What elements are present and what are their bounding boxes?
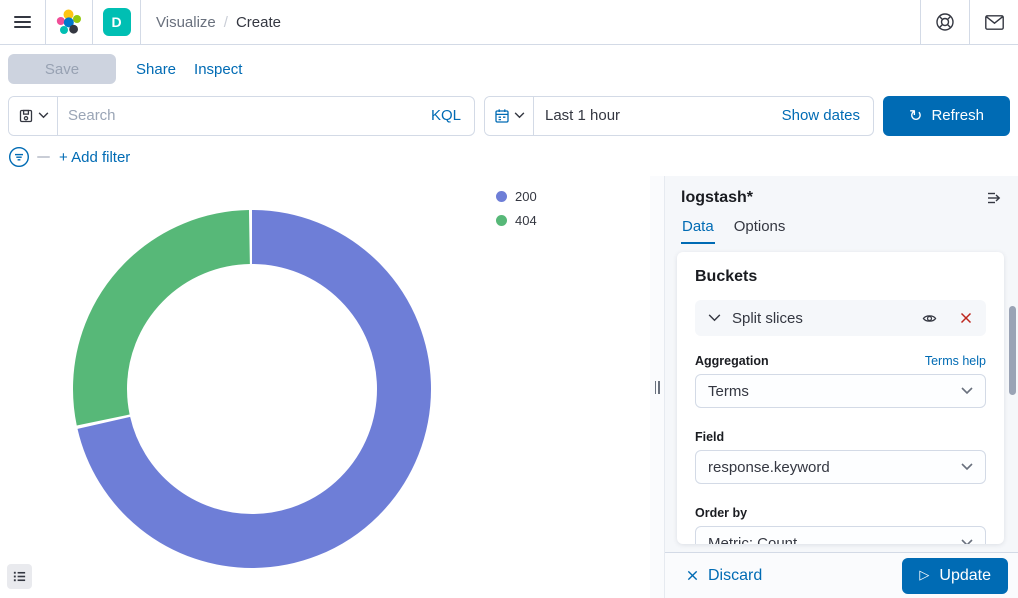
query-language-button[interactable]: KQL xyxy=(430,107,461,124)
order-by-label-row: Order by xyxy=(695,506,986,520)
grip-icon xyxy=(654,380,660,394)
date-quick-menu-button[interactable] xyxy=(485,96,534,135)
hamburger-icon xyxy=(14,16,31,28)
top-navbar: D Visualize / Create xyxy=(0,0,1018,45)
query-bar: KQL Last 1 hour Show dates xyxy=(0,93,1018,138)
aggregation-label-row: Aggregation Terms help xyxy=(695,354,986,368)
chevron-down-icon xyxy=(961,463,973,471)
chevron-down-icon xyxy=(38,112,48,119)
breadcrumb: Visualize / Create xyxy=(141,0,920,44)
menu-button[interactable] xyxy=(0,0,46,44)
space-badge[interactable]: D xyxy=(102,8,131,36)
field-select[interactable]: response.keyword xyxy=(695,450,986,484)
eye-icon xyxy=(922,314,937,322)
share-button[interactable]: Share xyxy=(136,60,177,78)
buckets-panel: Buckets Split slices xyxy=(677,252,1004,544)
refresh-label: Refresh xyxy=(931,107,984,124)
visualization-chart-area: 200 404 xyxy=(0,176,650,598)
donut-slice-2[interactable] xyxy=(73,210,431,568)
aggregation-select[interactable]: Terms xyxy=(695,374,986,408)
sidebar-tabs: Data Options xyxy=(665,218,1018,244)
filter-bar: + Add filter xyxy=(0,138,1018,176)
remove-x-icon xyxy=(960,312,972,324)
saved-query-menu-button[interactable] xyxy=(9,96,58,135)
search-input[interactable] xyxy=(58,96,431,135)
sidebar-footer: Discard ▷ Update xyxy=(665,552,1018,598)
breadcrumb-visualize[interactable]: Visualize xyxy=(156,13,216,31)
legend-label-404: 404 xyxy=(515,213,537,228)
chevron-down-icon xyxy=(708,314,721,322)
refresh-button[interactable]: ↻ Refresh xyxy=(883,95,1010,136)
donut-slice-1[interactable] xyxy=(73,210,431,568)
filter-options-icon[interactable] xyxy=(8,146,30,168)
search-control-group: KQL xyxy=(8,95,475,136)
close-icon xyxy=(687,570,698,581)
vis-editor-sidebar: logstash* Data Options Buckets xyxy=(664,176,1018,598)
sidebar-header: logstash* xyxy=(665,176,1018,207)
order-by-label: Order by xyxy=(695,506,748,520)
elastic-logo-icon xyxy=(56,9,81,34)
field-value: response.keyword xyxy=(708,458,830,476)
legend-item-404[interactable]: 404 xyxy=(496,213,537,228)
update-button[interactable]: ▷ Update xyxy=(902,557,1008,594)
breadcrumb-separator: / xyxy=(223,13,228,31)
show-dates-button[interactable]: Show dates xyxy=(781,107,860,124)
panel-resize-handle[interactable] xyxy=(650,176,664,598)
tab-options[interactable]: Options xyxy=(733,218,786,235)
discard-label: Discard xyxy=(708,566,763,584)
legend-label-200: 200 xyxy=(515,189,537,204)
time-range-value[interactable]: Last 1 hour xyxy=(545,107,621,124)
newsfeed-button[interactable] xyxy=(969,0,1018,44)
save-query-icon xyxy=(19,109,32,122)
legend-toggle-button[interactable] xyxy=(7,564,32,589)
breadcrumb-create: Create xyxy=(235,13,281,31)
chevron-down-icon xyxy=(961,539,973,544)
index-pattern-title: logstash* xyxy=(681,189,754,206)
panel-scrollbar-thumb[interactable] xyxy=(1009,306,1016,395)
aggregation-label: Aggregation xyxy=(695,354,769,368)
save-button[interactable]: Save xyxy=(8,54,116,84)
help-lifebuoy-icon xyxy=(936,13,954,31)
chart-legend: 200 404 xyxy=(496,189,537,228)
split-slices-accordion: Split slices xyxy=(695,300,986,336)
field-label-row: Field xyxy=(695,430,986,444)
mail-icon xyxy=(984,14,1004,30)
inspect-button[interactable]: Inspect xyxy=(194,60,243,78)
discard-button[interactable]: Discard xyxy=(686,567,762,585)
toggle-visibility-button[interactable] xyxy=(921,311,938,326)
tab-data[interactable]: Data xyxy=(681,218,715,244)
remove-bucket-button[interactable] xyxy=(959,311,973,325)
bucket-title: Split slices xyxy=(732,309,803,327)
calendar-icon xyxy=(494,108,509,123)
collapse-right-icon xyxy=(988,192,1001,204)
legend-item-200[interactable]: 200 xyxy=(496,189,537,204)
space-switcher: D xyxy=(93,0,141,44)
update-label: Update xyxy=(939,566,991,584)
collapse-sidebar-button[interactable] xyxy=(986,190,1002,206)
chevron-down-icon xyxy=(961,387,973,395)
accordion-toggle[interactable] xyxy=(708,314,721,322)
main-content: 200 404 xyxy=(0,176,1018,598)
play-icon: ▷ xyxy=(919,568,930,583)
date-picker-group: Last 1 hour Show dates xyxy=(484,95,874,136)
help-button[interactable] xyxy=(920,0,969,44)
legend-dot-404 xyxy=(496,215,507,226)
refresh-icon: ↻ xyxy=(909,105,923,125)
terms-help-link[interactable]: Terms help xyxy=(924,354,986,368)
order-by-select[interactable]: Metric: Count xyxy=(695,526,986,544)
buckets-section-title: Buckets xyxy=(695,268,758,285)
field-label: Field xyxy=(695,430,725,444)
order-by-value: Metric: Count xyxy=(708,534,798,545)
chevron-down-icon xyxy=(514,112,524,119)
legend-dot-200 xyxy=(496,191,507,202)
add-filter-button[interactable]: + Add filter xyxy=(59,148,131,166)
donut-chart xyxy=(73,210,431,568)
list-icon xyxy=(13,571,26,582)
aggregation-value: Terms xyxy=(708,382,749,400)
visualize-toolbar: Save Share Inspect xyxy=(0,45,1018,93)
elastic-logo[interactable] xyxy=(46,0,93,44)
filter-bar-divider xyxy=(37,156,50,158)
